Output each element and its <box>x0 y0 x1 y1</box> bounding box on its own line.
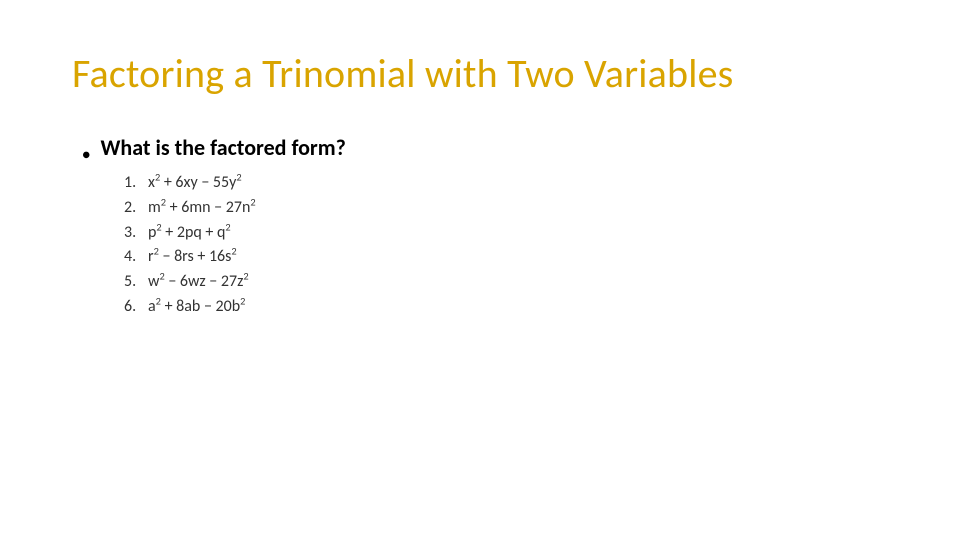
problem-list: 1. x2 + 6xy − 55y2 2. m2 + 6mn − 27n2 3.… <box>124 171 888 320</box>
list-number: 6. <box>124 295 148 320</box>
expression: w2 − 6wz − 27z2 <box>148 270 249 295</box>
slide-title: Factoring a Trinomial with Two Variables <box>72 52 888 96</box>
list-item: 5. w2 − 6wz − 27z2 <box>124 270 888 295</box>
list-number: 5. <box>124 270 148 295</box>
list-item: 3. p2 + 2pq + q2 <box>124 221 888 246</box>
expression: x2 + 6xy − 55y2 <box>148 171 242 196</box>
prompt-row: ● What is the factored form? <box>82 134 888 161</box>
list-item: 6. a2 + 8ab − 20b2 <box>124 295 888 320</box>
expression: p2 + 2pq + q2 <box>148 221 231 246</box>
prompt-text: What is the factored form? <box>100 134 345 161</box>
expression: m2 + 6mn − 27n2 <box>148 196 256 221</box>
list-number: 4. <box>124 245 148 270</box>
expression: r2 − 8rs + 16s2 <box>148 245 237 270</box>
list-number: 2. <box>124 196 148 221</box>
list-item: 4. r2 − 8rs + 16s2 <box>124 245 888 270</box>
bullet-icon: ● <box>82 148 90 162</box>
list-number: 1. <box>124 171 148 196</box>
slide: Factoring a Trinomial with Two Variables… <box>0 0 960 540</box>
list-number: 3. <box>124 221 148 246</box>
list-item: 2. m2 + 6mn − 27n2 <box>124 196 888 221</box>
list-item: 1. x2 + 6xy − 55y2 <box>124 171 888 196</box>
expression: a2 + 8ab − 20b2 <box>148 295 245 320</box>
